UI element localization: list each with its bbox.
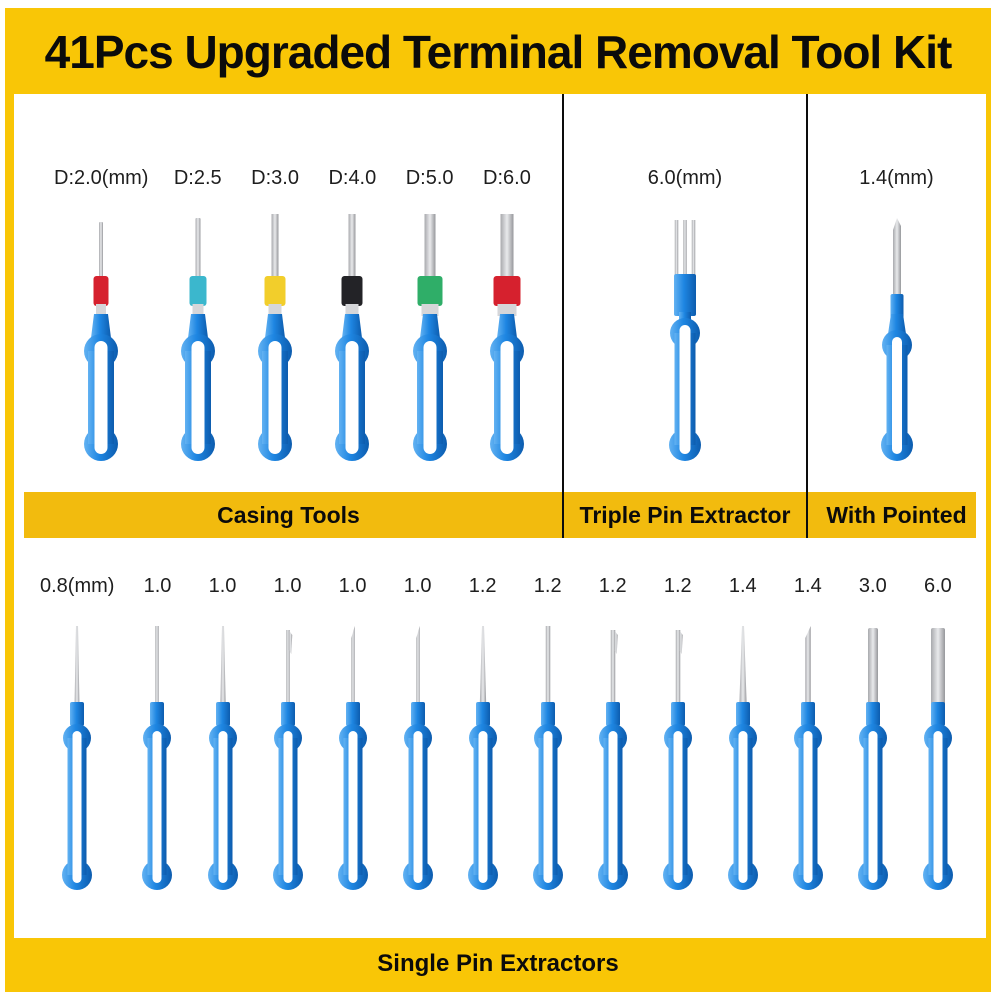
tool-size-label: D:5.0 (405, 167, 454, 189)
casing-tool-graphic (170, 214, 226, 464)
casing-tool-graphic (324, 212, 380, 464)
tool-size-label: 3.0 (858, 575, 887, 597)
tool-size-label: 1.0 (208, 575, 237, 597)
casing-tool-item: D:2.0(mm) (54, 166, 148, 464)
tool-size-label: D:6.0 (483, 167, 531, 189)
casing-tool-item: D:2.5 (170, 166, 226, 464)
single-pin-extractor-item: 1.4 (786, 574, 830, 908)
section-casing-tools: D:2.0(mm) D:2.5 D:3.0 D:4.0 D:5.0 (14, 94, 563, 464)
casing-tool-graphic (402, 208, 458, 464)
page-title: 41Pcs Upgraded Terminal Removal Tool Kit (44, 26, 953, 78)
tool-size-label: 1.4(mm) (859, 167, 934, 189)
caption-casing-tools: Casing Tools (217, 502, 360, 528)
single-pin-extractor-item: 1.2 (526, 574, 570, 908)
single-pin-extractor-graphic (331, 622, 375, 908)
single-pin-extractor-graphic (55, 622, 99, 908)
single-pin-extractor-graphic (526, 622, 570, 908)
single-pin-extractor-graphic (266, 622, 310, 908)
tool-size-label: 6.0(mm) (647, 167, 723, 189)
single-pin-extractor-item: 1.0 (135, 574, 179, 908)
tool-size-label: D:3.0 (251, 167, 299, 189)
caption-band (24, 492, 976, 538)
tool-size-label: 1.0 (273, 575, 302, 597)
single-pin-extractor-item: 1.4 (721, 574, 765, 908)
single-pin-extractor-item: 1.0 (201, 574, 245, 908)
caption-triple-pin-extractor: Triple Pin Extractor (579, 502, 791, 528)
single-pin-extractor-graphic (851, 622, 895, 908)
caption-with-pointed: With Pointed (826, 502, 967, 528)
single-pin-extractor-item: 1.2 (461, 574, 505, 908)
tool-size-label: D:2.5 (173, 167, 222, 189)
casing-tool-item: D:4.0 (324, 166, 380, 464)
single-pin-extractor-item: 6.0 (916, 574, 960, 908)
triple-pin-extractor-graphic (657, 214, 713, 464)
tool-size-label: D:2.0(mm) (54, 167, 149, 189)
section-with-pointed: 1.4(mm) (807, 94, 986, 464)
tool-size-label: 1.2 (663, 575, 692, 597)
casing-tool-graphic (247, 212, 303, 464)
tool-size-label: D:4.0 (328, 167, 377, 189)
tool-size-label: 1.4 (728, 575, 757, 597)
pointed-tool-graphic (869, 214, 925, 464)
tool-size-label: 1.0 (143, 575, 172, 597)
single-pin-extractor-graphic (461, 622, 505, 908)
section-triple-pin-extractor: 6.0(mm) (563, 94, 807, 464)
section-single-pin-extractors: 0.8(mm) 1.0 1.0 1.0 1.0 (14, 538, 986, 908)
single-pin-extractor-graphic (135, 622, 179, 908)
casing-tool-item: D:5.0 (402, 166, 458, 464)
tool-size-label: 0.8(mm) (40, 575, 115, 597)
tool-size-label: 1.4 (793, 575, 822, 597)
single-pin-extractor-item: 1.2 (656, 574, 700, 908)
caption-single-pin-extractors: Single Pin Extractors (377, 950, 619, 977)
column-divider-left (562, 94, 564, 538)
single-pin-extractor-graphic (201, 622, 245, 908)
tool-size-label: 1.2 (468, 575, 497, 597)
single-pin-extractor-item: 3.0 (851, 574, 895, 908)
tool-size-label: 1.0 (403, 575, 432, 597)
casing-tool-item: D:3.0 (247, 166, 303, 464)
column-divider-right (806, 94, 808, 538)
single-pin-extractor-item: 1.0 (266, 574, 310, 908)
single-pin-extractor-graphic (396, 622, 440, 908)
single-pin-extractor-graphic (591, 622, 635, 908)
tool-size-label: 6.0 (923, 575, 952, 597)
casing-tool-graphic (479, 208, 535, 464)
single-pin-extractor-item: 1.2 (591, 574, 635, 908)
single-pin-extractor-graphic (916, 622, 960, 908)
single-pin-extractor-item: 1.0 (396, 574, 440, 908)
single-pin-extractor-item: 0.8(mm) (40, 574, 114, 908)
single-pin-extractor-item: 1.0 (331, 574, 375, 908)
tool-size-label: 1.2 (598, 575, 627, 597)
casing-tool-graphic (73, 214, 129, 464)
single-pin-extractor-graphic (786, 622, 830, 908)
single-pin-extractor-graphic (656, 622, 700, 908)
single-pin-extractor-graphic (721, 622, 765, 908)
tool-size-label: 1.0 (338, 575, 367, 597)
tool-size-label: 1.2 (533, 575, 562, 597)
casing-tool-item: D:6.0 (479, 166, 535, 464)
